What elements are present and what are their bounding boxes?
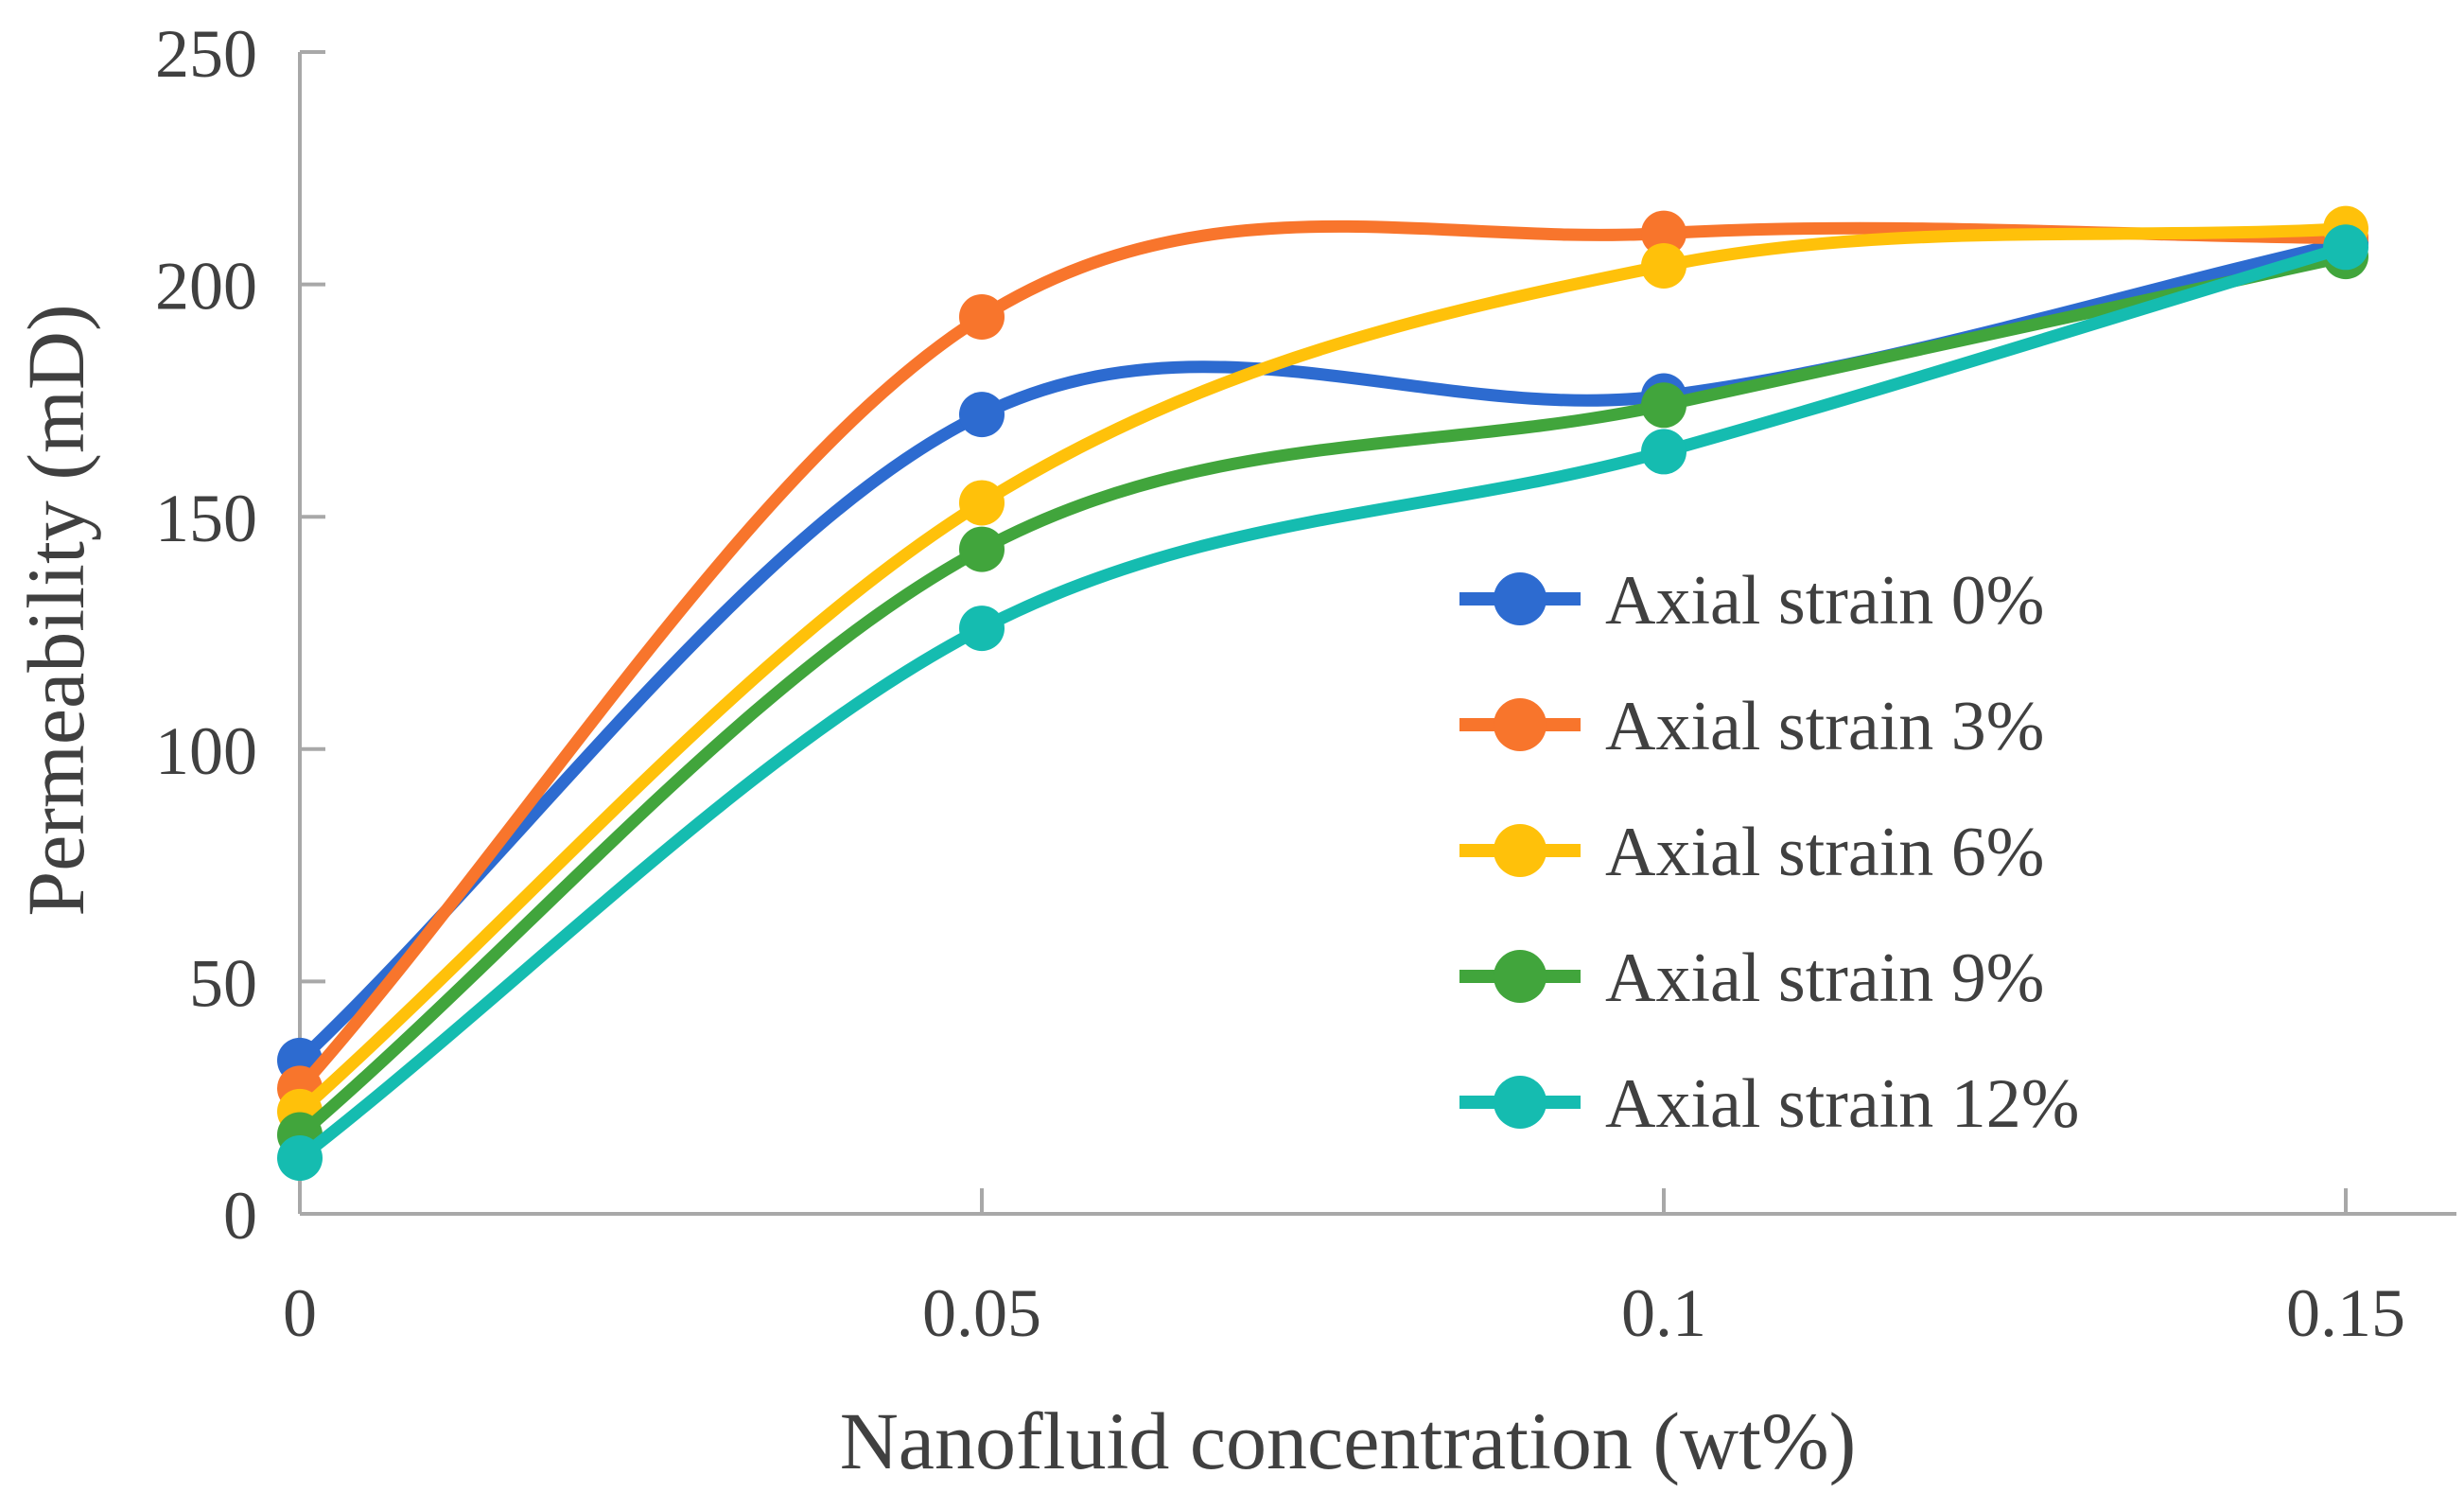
y-tick-label: 200	[155, 249, 257, 325]
x-tick-label: 0.1	[1621, 1275, 1706, 1351]
legend-item-axial-strain-6-: Axial strain 6%	[1459, 814, 2044, 891]
data-point-axial-strain-12--x0.15	[2323, 224, 2368, 271]
legend-item-axial-strain-9-: Axial strain 9%	[1459, 939, 2044, 1017]
series-line-axial-strain-6-	[293, 222, 2352, 1118]
legend-marker-dot	[1494, 1076, 1547, 1129]
data-point-axial-strain-12--x0	[277, 1135, 323, 1182]
y-tick-label: 100	[155, 713, 257, 789]
y-tick-label: 250	[155, 16, 257, 92]
data-point-axial-strain-12--x0.05	[959, 606, 1005, 652]
data-point-axial-strain-3--x0.1	[1641, 210, 1686, 256]
data-point-axial-strain-6--x0.1	[1641, 242, 1686, 289]
legend-label: Axial strain 3%	[1605, 688, 2044, 765]
x-axis-title: Nanofluid concentration (wt%)	[840, 1395, 1857, 1486]
x-tick-label: 0	[283, 1275, 317, 1351]
data-point-axial-strain-0--x0.05	[959, 392, 1005, 438]
legend-item-axial-strain-3-: Axial strain 3%	[1459, 688, 2044, 765]
y-tick-label: 50	[189, 945, 257, 1021]
data-point-axial-strain-12--x0.1	[1641, 429, 1686, 475]
series-line-axial-strain-3-	[293, 219, 2352, 1095]
data-point-axial-strain-9--x0.05	[959, 526, 1005, 572]
series-line-axial-strain-12-	[293, 240, 2352, 1165]
series-line-axial-strain-9-	[293, 250, 2352, 1141]
legend-label: Axial strain 9%	[1605, 939, 2044, 1017]
legend-marker-dot	[1494, 572, 1547, 625]
x-tick-label: 0.05	[922, 1275, 1041, 1351]
y-axis-title: Permeability (mD)	[10, 304, 101, 916]
series-layer	[277, 205, 2368, 1182]
legend-marker-dot	[1494, 698, 1547, 751]
data-point-axial-strain-6--x0.05	[959, 480, 1005, 526]
legend-label: Axial strain 6%	[1605, 814, 2044, 891]
legend-label: Axial strain 0%	[1605, 562, 2044, 640]
x-tick-label: 0.15	[2286, 1275, 2405, 1351]
series-line-axial-strain-0-	[293, 236, 2352, 1067]
data-point-axial-strain-3--x0.05	[959, 293, 1005, 340]
legend-item-axial-strain-0-: Axial strain 0%	[1459, 562, 2044, 640]
legend-item-axial-strain-12-: Axial strain 12%	[1459, 1065, 2079, 1143]
y-tick-label: 150	[155, 481, 257, 556]
legend-label: Axial strain 12%	[1605, 1065, 2079, 1143]
legend-marker-dot	[1494, 824, 1547, 877]
data-point-axial-strain-9--x0.1	[1641, 382, 1686, 429]
axes-layer: 0 50 100 150 200 250 0 0.05 0.1 0.15	[155, 16, 2456, 1351]
chart-legend: Axial strain 0% Axial strain 3% Axial stra…	[1459, 562, 2079, 1143]
legend-marker-dot	[1494, 950, 1547, 1003]
y-tick-label: 0	[223, 1178, 257, 1254]
